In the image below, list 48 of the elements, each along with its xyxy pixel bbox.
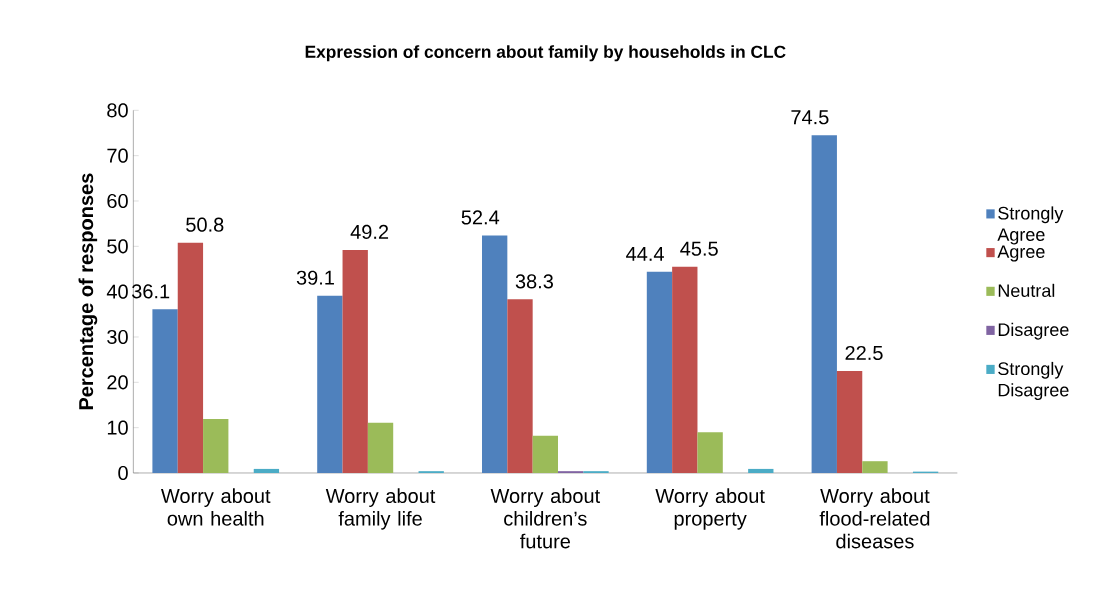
data-label: 44.4 (626, 247, 664, 261)
bar (507, 299, 533, 473)
y-tick-label: 0 (118, 465, 128, 481)
legend-label: Neutral (998, 283, 1055, 298)
data-label: 38.3 (515, 274, 553, 289)
bar (253, 468, 280, 473)
y-tick-label: 50 (107, 239, 128, 254)
y-tick-label: 70 (107, 148, 128, 163)
x-tick-label: Worry about flood-related diseases (819, 488, 930, 549)
y-axis-title: Percentage of responses (78, 173, 98, 410)
data-label: 49.2 (350, 224, 389, 240)
bar (697, 432, 723, 473)
chart-title: Expression of concern about family by households in CLC (305, 45, 786, 62)
data-label: 36.1 (131, 284, 170, 299)
bar (177, 242, 204, 473)
data-label: 45.5 (680, 241, 718, 256)
bar (836, 370, 863, 473)
bar (748, 468, 774, 473)
bar (203, 419, 229, 473)
data-label: 50.8 (186, 217, 224, 232)
y-tick-label: 10 (107, 420, 128, 435)
x-tick-label: Worry about children’s future (490, 488, 601, 549)
bar (862, 461, 888, 473)
x-tick-label: Worry about family life (325, 488, 436, 530)
legend-label: Strongly Disagree (998, 361, 1069, 401)
y-tick-label: 20 (107, 375, 128, 390)
legend-label: Strongly Agree (997, 206, 1064, 245)
y-tick-label: 60 (107, 193, 128, 209)
bar (532, 435, 558, 473)
y-tick-label: 40 (106, 284, 128, 299)
data-label: 52.4 (461, 210, 500, 225)
data-label: 74.5 (791, 110, 829, 125)
data-label: 39.1 (296, 270, 334, 285)
bar (317, 295, 343, 473)
bar (152, 309, 178, 473)
bar (672, 266, 698, 473)
bar (811, 135, 837, 473)
x-tick-label: Worry about property (655, 488, 765, 530)
legend-label: Agree (997, 245, 1045, 262)
bar (646, 271, 673, 473)
bar (367, 422, 394, 473)
y-tick-label: 30 (107, 329, 128, 345)
x-tick-label: Worry about own health (160, 488, 271, 526)
bar (342, 249, 368, 473)
data-label: 22.5 (845, 345, 883, 361)
bar (482, 235, 508, 473)
y-tick-label: 80 (107, 103, 128, 118)
legend-label: Disagree (998, 322, 1069, 340)
